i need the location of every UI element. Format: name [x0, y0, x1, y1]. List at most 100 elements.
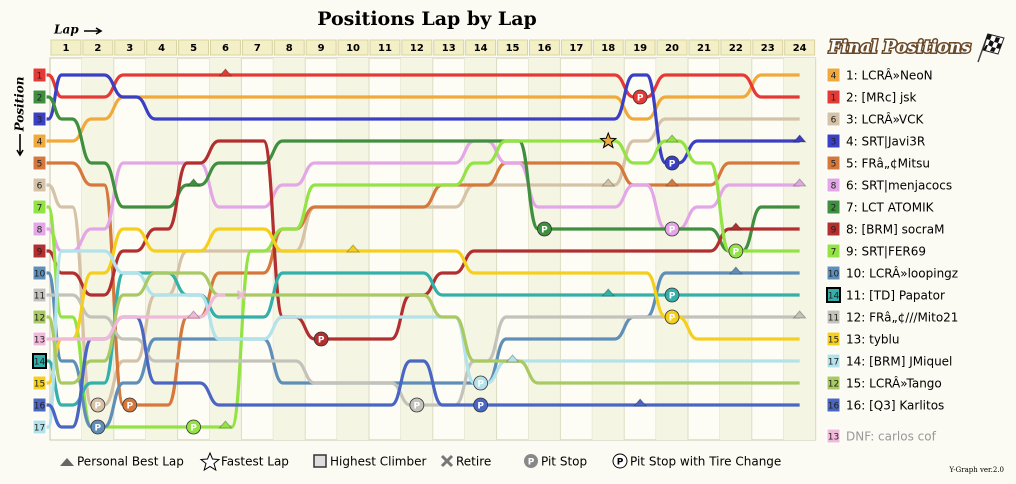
lap-header-cell [82, 39, 114, 56]
personal-best-marker [601, 288, 616, 297]
driver-name: 9: SRT|FER69 [846, 245, 926, 259]
pit-stop-marker [664, 155, 680, 171]
position-line [44, 271, 800, 429]
x-tick-label: 24 [793, 43, 807, 54]
pit-stop-label: P [733, 248, 740, 258]
markers: P P P P P P P P P P P P P P P [90, 68, 807, 435]
pit-stop-marker [122, 397, 138, 413]
personal-best-marker [792, 178, 807, 187]
lap-header-cell [624, 39, 656, 56]
x-tick-label: 5 [190, 43, 197, 54]
x-tick-label: 8 [286, 43, 293, 54]
legend-label: Highest Climber [330, 455, 426, 469]
position-line [44, 73, 800, 143]
subtitle: Final Positions [828, 38, 971, 58]
start-position-box [32, 155, 47, 171]
driver-name: 4: SRT|Javi3R [846, 135, 925, 149]
personal-best-marker [345, 244, 361, 253]
driver-name: 7: LCT ATOMIK [846, 201, 935, 215]
final-start-box [826, 331, 841, 347]
column-stripe [783, 58, 816, 440]
pit-stop-label: P [637, 94, 644, 104]
lap-header-cell [178, 39, 210, 56]
final-start-label: 2 [831, 204, 837, 214]
start-position-label: 1 [37, 72, 43, 82]
x-tick-label: 11 [378, 43, 392, 54]
driver-name: 2: [MRc] jsk [846, 91, 917, 105]
pit-stop-marker [90, 397, 106, 413]
start-position-box [32, 309, 47, 325]
final-start-box [826, 353, 841, 369]
lap-header-cell [529, 39, 560, 56]
pit-stop-label: P [95, 402, 102, 412]
start-position-box [32, 331, 47, 347]
chart-title: Positions Lap by Lap [317, 8, 537, 30]
start-position-label: 11 [34, 292, 45, 302]
driver-name: 11: [TD] Papator [846, 289, 945, 303]
position-line [44, 161, 800, 407]
start-position-label: 8 [37, 226, 43, 236]
final-start-box [826, 133, 841, 149]
lap-header-cell [369, 39, 401, 56]
legend-label: Fastest Lap [221, 455, 289, 469]
retire-marker [236, 290, 247, 300]
final-start-label: 10 [828, 270, 840, 280]
start-position-box [32, 111, 47, 127]
position-line [44, 73, 800, 99]
final-start-box [826, 397, 841, 413]
pit-stop-label: P [541, 226, 548, 236]
lap-header-cell [688, 39, 720, 56]
final-start-label: 15 [828, 336, 839, 346]
final-start-box [826, 177, 841, 193]
legend-icon-label: P [617, 458, 624, 468]
pit-stop-label: P [95, 424, 102, 434]
x-tick-label: 19 [633, 43, 647, 54]
x-tick-label: 20 [665, 43, 679, 54]
final-start-label: 16 [828, 402, 840, 412]
start-position-label: 6 [37, 182, 43, 192]
start-position-box [32, 177, 47, 193]
final-start-label: 4 [831, 72, 837, 82]
personal-best-marker [792, 310, 807, 319]
x-tick-label: 16 [537, 43, 551, 54]
legend-icon [524, 454, 538, 468]
pit-stop-label: P [669, 292, 676, 302]
x-arrow [84, 27, 103, 35]
pit-stop-marker [473, 397, 489, 413]
lap-header-cell [465, 39, 497, 56]
pit-stop-label: P [477, 402, 484, 412]
legend-icon [199, 451, 221, 472]
driver-name: 8: [BRM] socraM [846, 223, 944, 237]
y-arrow [16, 134, 24, 157]
x-tick-label: 18 [601, 43, 615, 54]
personal-best-marker [505, 354, 520, 363]
final-start-label: 6 [831, 116, 837, 126]
x-tick-label: 10 [346, 43, 360, 54]
lap-header-cell [114, 39, 146, 56]
personal-best-marker [601, 178, 616, 187]
legend-label: Personal Best Lap [77, 455, 184, 469]
lap-header-cell [50, 39, 82, 56]
pit-stop-label: P [669, 226, 676, 236]
pit-stop-label: P [126, 402, 133, 412]
start-position-label: 13 [34, 336, 45, 346]
start-position-label: 9 [37, 248, 43, 258]
personal-best-marker [186, 178, 201, 187]
start-position-label: 3 [37, 116, 43, 126]
start-position-box [32, 221, 47, 237]
final-start-label: 9 [831, 226, 837, 236]
start-position-box [32, 265, 47, 281]
lap-header-cell [273, 39, 305, 56]
x-tick-label: 6 [222, 43, 229, 54]
final-start-box [826, 67, 841, 83]
legend-icon [313, 454, 327, 468]
lap-header-cell [720, 39, 752, 56]
lap-header-cell [146, 39, 178, 56]
x-tick-label: 7 [254, 43, 261, 54]
personal-best-marker [664, 178, 680, 187]
lap-header-cell [752, 39, 784, 56]
start-position-label: 10 [34, 270, 46, 280]
personal-best-marker [792, 134, 807, 143]
